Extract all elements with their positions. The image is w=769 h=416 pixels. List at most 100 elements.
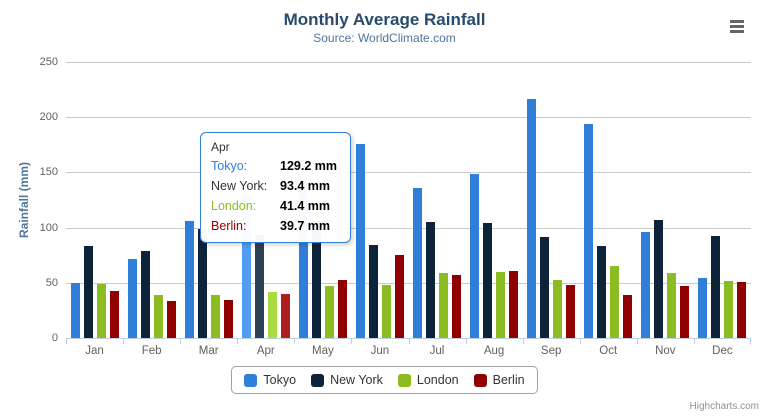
bar-new-york-sep[interactable] <box>540 237 550 338</box>
gridline-100 <box>66 227 751 229</box>
bar-berlin-feb[interactable] <box>166 301 176 338</box>
bar-new-york-jan[interactable] <box>83 245 93 338</box>
bar-berlin-mar[interactable] <box>223 299 233 338</box>
bar-london-jul[interactable] <box>439 272 448 338</box>
bar-berlin-sep[interactable] <box>566 285 576 338</box>
bar-berlin-nov[interactable] <box>680 286 690 338</box>
y-axis-label-250: 250 <box>39 56 58 68</box>
bar-tokyo-oct[interactable] <box>584 123 594 338</box>
x-axis-label-jul: Jul <box>429 345 445 357</box>
hamburger-icon <box>730 24 744 28</box>
legend-item-berlin[interactable]: Berlin <box>473 373 525 387</box>
x-axis-label-oct: Oct <box>599 345 618 357</box>
x-axis-tick <box>66 338 67 344</box>
bar-london-jun[interactable] <box>381 284 391 338</box>
gridline-50 <box>66 282 751 284</box>
tooltip-series-label: New York: <box>211 179 268 193</box>
bar-tokyo-dec[interactable] <box>698 277 708 338</box>
y-axis-label-150: 150 <box>39 166 58 179</box>
bar-new-york-nov[interactable] <box>654 220 664 338</box>
legend-symbol-icon <box>397 373 411 387</box>
bar-tokyo-apr[interactable] <box>241 195 251 338</box>
x-axis-tick <box>123 338 125 344</box>
bar-tokyo-may[interactable] <box>298 179 308 338</box>
chart-subtitle: Source: WorldClimate.com <box>313 31 456 45</box>
y-axis-title: Rainfall (mm) <box>17 161 31 239</box>
bar-london-feb[interactable] <box>153 295 163 338</box>
bar-tokyo-mar[interactable] <box>184 220 194 338</box>
tooltip-row-tokyo: Tokyo: 129.2 mm <box>211 159 340 174</box>
x-axis-tick <box>465 338 467 344</box>
x-axis-tick <box>636 338 638 344</box>
tooltip-row-berlin: Berlin: 39.7 mm <box>211 219 340 234</box>
bar-new-york-apr[interactable] <box>254 234 264 338</box>
bar-berlin-aug[interactable] <box>509 271 519 338</box>
y-axis-label-200: 200 <box>39 111 58 124</box>
bar-london-dec[interactable] <box>724 281 734 338</box>
category-group-may <box>294 62 351 338</box>
context-menu-button[interactable] <box>725 15 749 37</box>
bar-berlin-apr[interactable] <box>280 294 290 338</box>
bar-london-mar[interactable] <box>210 294 220 338</box>
tooltip-series-label: London: <box>211 199 257 213</box>
gridline-200 <box>66 117 751 119</box>
x-axis-tick <box>180 338 182 344</box>
bar-berlin-jun[interactable] <box>394 254 404 338</box>
category-group-aug <box>466 62 523 338</box>
plot-area: 0 50 100 150 200 250 Jan Feb Mar Apr May Jun Jul Aug… <box>40 56 751 357</box>
bar-series <box>66 62 751 338</box>
legend-item-new-york[interactable]: New York <box>311 373 383 387</box>
bar-new-york-aug[interactable] <box>483 222 493 338</box>
tooltip-header: Apr <box>211 140 230 154</box>
x-axis-label-may: May <box>311 345 334 357</box>
bar-new-york-jun[interactable] <box>368 244 378 338</box>
bar-tokyo-feb[interactable] <box>127 259 137 338</box>
bar-london-apr[interactable] <box>267 292 277 338</box>
x-axis-tick <box>522 338 524 344</box>
bar-london-oct[interactable] <box>610 266 620 338</box>
bar-tokyo-jul[interactable] <box>413 188 422 338</box>
bar-new-york-oct[interactable] <box>597 245 607 338</box>
bar-berlin-oct[interactable] <box>623 294 633 338</box>
bar-berlin-jul[interactable] <box>452 274 461 338</box>
gridline-150 <box>66 172 751 174</box>
legend-item-tokyo[interactable]: Tokyo <box>244 373 296 387</box>
bar-new-york-mar[interactable] <box>197 229 207 338</box>
x-axis-tick <box>294 338 296 344</box>
tooltip-row-new-york: New York: 93.4 mm <box>211 179 340 194</box>
bar-london-sep[interactable] <box>553 280 563 338</box>
category-group-jul <box>408 62 465 338</box>
chart-title: Monthly Average Rainfall <box>283 10 486 29</box>
bar-london-nov[interactable] <box>667 272 677 338</box>
bar-berlin-may[interactable] <box>337 279 347 338</box>
bar-london-aug[interactable] <box>496 272 506 338</box>
legend: Tokyo New York London Berlin <box>0 366 769 394</box>
bar-london-may[interactable] <box>324 286 334 338</box>
category-group-feb <box>123 62 180 338</box>
legend-symbol-icon <box>244 373 258 387</box>
bar-tokyo-jan[interactable] <box>70 282 80 338</box>
legend-item-london[interactable]: London <box>397 373 459 387</box>
bar-new-york-may[interactable] <box>311 220 321 338</box>
bar-new-york-jul[interactable] <box>426 222 435 338</box>
bar-tokyo-jun[interactable] <box>355 143 365 338</box>
bar-new-york-feb[interactable] <box>140 251 150 338</box>
tooltip-series-label: Berlin: <box>211 219 247 233</box>
bar-new-york-dec[interactable] <box>711 236 721 338</box>
bar-london-jan[interactable] <box>96 284 106 338</box>
bar-berlin-jan[interactable] <box>109 291 119 338</box>
bar-tokyo-nov[interactable] <box>641 232 651 338</box>
x-axis-label-mar: Mar <box>198 345 219 357</box>
bar-tokyo-sep[interactable] <box>527 99 537 338</box>
bar-tokyo-aug[interactable] <box>470 174 480 338</box>
x-axis-tick <box>693 338 695 344</box>
bar-berlin-dec[interactable] <box>737 281 747 338</box>
category-group-nov <box>637 62 694 338</box>
legend-label: New York <box>330 373 383 387</box>
category-group-jan <box>66 62 123 338</box>
x-axis-tick <box>408 338 410 344</box>
credits-link[interactable]: Highcharts.com <box>689 401 759 412</box>
x-axis-label-aug: Aug <box>483 345 505 357</box>
category-group-jun <box>351 62 408 338</box>
